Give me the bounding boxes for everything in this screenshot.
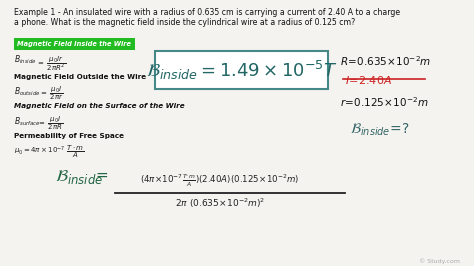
Text: Magnetic Field Inside the Wire: Magnetic Field Inside the Wire (17, 41, 131, 47)
Text: $=\ \dfrac{\mu_0 I}{2\pi R}$: $=\ \dfrac{\mu_0 I}{2\pi R}$ (37, 115, 64, 132)
Text: $\mathcal{B}_{inside}$: $\mathcal{B}_{inside}$ (55, 168, 103, 186)
Text: $B_{outside}$: $B_{outside}$ (14, 85, 41, 98)
Text: $\mathcal{B}_{inside}=1.49\times10^{-5}T$: $\mathcal{B}_{inside}=1.49\times10^{-5}T… (146, 59, 337, 82)
Text: Magnetic Field on the Surface of the Wire: Magnetic Field on the Surface of the Wir… (14, 103, 185, 109)
Text: $(4\pi\!\times\!10^{-7}\frac{T\!\cdot\! m}{A})(2.40A)(0.125\!\times\!10^{-2}m)$: $(4\pi\!\times\!10^{-7}\frac{T\!\cdot\! … (140, 173, 300, 189)
Text: a phone. What is the magnetic field inside the cylindrical wire at a radius of 0: a phone. What is the magnetic field insi… (14, 18, 355, 27)
Text: © Study.com: © Study.com (419, 258, 460, 264)
Text: $r\!=\!0.125\!\times\!10^{-2}m$: $r\!=\!0.125\!\times\!10^{-2}m$ (340, 95, 428, 109)
Text: $B_{surface}$: $B_{surface}$ (14, 115, 41, 127)
Text: $\mathcal{B}_{inside}\!=\!?$: $\mathcal{B}_{inside}\!=\!?$ (350, 122, 410, 138)
Text: Magnetic Field Outside the Wire: Magnetic Field Outside the Wire (14, 74, 146, 80)
Text: $=\ \dfrac{\mu_0 Ir}{2\pi R^2}$: $=\ \dfrac{\mu_0 Ir}{2\pi R^2}$ (36, 54, 66, 73)
Text: Permeability of Free Space: Permeability of Free Space (14, 133, 124, 139)
Text: =: = (95, 168, 108, 183)
Text: Example 1 - An insulated wire with a radius of 0.635 cm is carrying a current of: Example 1 - An insulated wire with a rad… (14, 8, 400, 17)
FancyBboxPatch shape (155, 51, 328, 89)
Bar (14, 38, 135, 50)
Text: $R\!=\!0.635\!\times\!10^{-2}m$: $R\!=\!0.635\!\times\!10^{-2}m$ (340, 54, 431, 68)
Text: $B_{inside}$: $B_{inside}$ (14, 54, 37, 66)
Text: $I\!=\!2.40A$: $I\!=\!2.40A$ (345, 74, 392, 86)
Text: $=\ \dfrac{\mu_0 I}{2\pi r}$: $=\ \dfrac{\mu_0 I}{2\pi r}$ (39, 85, 64, 102)
Text: $2\pi\ (0.635\!\times\!10^{-2}m)^2$: $2\pi\ (0.635\!\times\!10^{-2}m)^2$ (175, 197, 265, 210)
Text: $\mu_0 = 4\pi\times10^{-7}\ \dfrac{T\cdot m}{A}$: $\mu_0 = 4\pi\times10^{-7}\ \dfrac{T\cdo… (14, 144, 84, 160)
